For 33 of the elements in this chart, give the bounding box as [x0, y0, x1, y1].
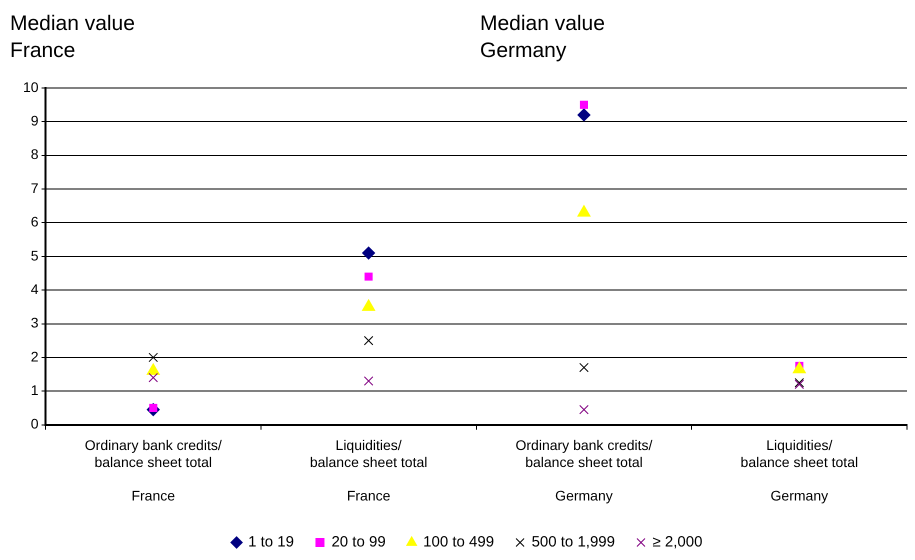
y-tick-label: 3 — [30, 314, 39, 331]
point — [148, 352, 158, 362]
point — [364, 336, 374, 346]
point — [577, 108, 590, 122]
point — [580, 100, 588, 109]
text: Median value Germany — [480, 11, 605, 64]
point — [362, 246, 376, 260]
category-label: Ordinary bank credits/ balance sheet total Germany — [515, 437, 652, 504]
legend-label: 500 to 1,999 — [532, 534, 615, 551]
y-tick-label: 1 — [30, 382, 39, 398]
y-tick-label: 9 — [30, 112, 39, 129]
point — [577, 205, 591, 217]
category-label: Liquidities/ balance sheet total Germany — [740, 437, 858, 504]
point — [364, 376, 374, 386]
y-tick-label: 5 — [30, 247, 39, 264]
legend-label: 1 to 19 — [248, 534, 294, 551]
y-tick-label: 7 — [30, 180, 39, 196]
y-tick-label: 2 — [30, 348, 39, 364]
point — [579, 362, 589, 372]
legend-label: ≥ 2,000 — [652, 534, 702, 551]
y-tick-label: 8 — [30, 146, 39, 162]
point — [364, 272, 373, 281]
y-tick-label: 6 — [30, 214, 39, 230]
y-tick-label: 0 — [30, 416, 39, 432]
legend-label: 20 to 99 — [331, 534, 386, 551]
y-tick-label: 10 — [22, 78, 39, 95]
y-tick-label: 4 — [30, 280, 39, 297]
text: Median value France — [10, 11, 135, 64]
point — [148, 372, 158, 382]
category-label: Liquidities/ balance sheet total France — [310, 437, 428, 504]
legend-label: 100 to 499 — [423, 534, 494, 551]
category-label: Ordinary bank credits/ balance sheet total France — [84, 437, 222, 504]
point — [579, 404, 589, 414]
